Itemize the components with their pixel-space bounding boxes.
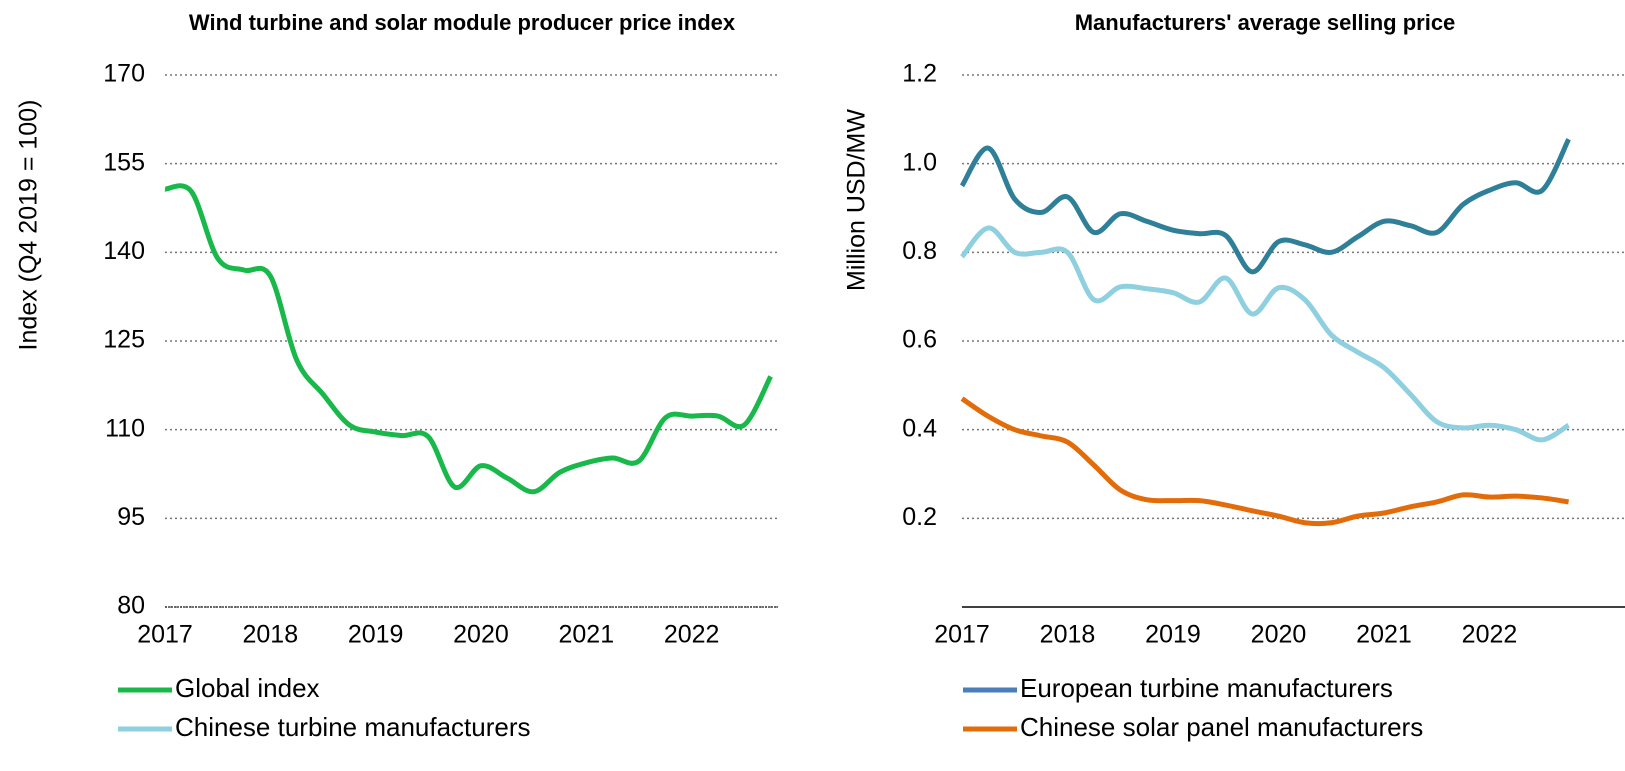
series-line — [960, 396, 1569, 527]
x-tick-label: 2021 — [558, 621, 614, 649]
y-tick-label: 95 — [117, 503, 145, 531]
y-tick-label: 125 — [103, 326, 145, 354]
x-tick-label: 2020 — [1251, 621, 1307, 649]
x-tick-label: 2022 — [664, 621, 720, 649]
legend-label: Chinese solar panel manufacturers — [1020, 712, 1423, 742]
x-tick-label: 2019 — [1145, 621, 1201, 649]
y-tick-label: 155 — [103, 148, 145, 176]
x-tick-label: 2017 — [934, 621, 990, 649]
y-tick-label: 110 — [105, 414, 145, 442]
series-line — [164, 183, 773, 495]
y-tick-label: 0.2 — [902, 503, 937, 531]
y-tick-label: 170 — [103, 60, 145, 88]
y-tick-label: 0.6 — [902, 326, 937, 354]
y-tick-label: 0.8 — [902, 237, 937, 265]
x-tick-label: 2020 — [453, 621, 509, 649]
legend-label: Chinese turbine manufacturers — [175, 712, 531, 742]
y-axis-label: Million USD/MW — [843, 109, 871, 291]
y-tick-label: 140 — [103, 237, 145, 265]
x-tick-label: 2021 — [1356, 621, 1412, 649]
series-line — [960, 225, 1570, 443]
chart-title: Manufacturers' average selling price — [1075, 10, 1456, 35]
x-tick-label: 2022 — [1462, 621, 1518, 649]
legend-label: European turbine manufacturers — [1020, 673, 1393, 703]
y-tick-label: 1.2 — [902, 60, 937, 88]
chart-title: Wind turbine and solar module producer p… — [189, 10, 736, 35]
legend: Global index Chinese turbine manufacture… — [118, 673, 1423, 742]
series-line — [959, 138, 1571, 275]
y-tick-label: 80 — [117, 592, 145, 620]
y-tick-label: 0.4 — [902, 414, 937, 442]
x-tick-label: 2017 — [137, 621, 193, 649]
x-tick-label: 2018 — [1040, 621, 1096, 649]
y-axis-label: Index (Q4 2019 = 100) — [15, 100, 43, 351]
y-tick-label: 1.0 — [902, 148, 937, 176]
legend-label: Global index — [175, 673, 320, 703]
x-tick-label: 2019 — [348, 621, 404, 649]
x-tick-label: 2018 — [243, 621, 299, 649]
